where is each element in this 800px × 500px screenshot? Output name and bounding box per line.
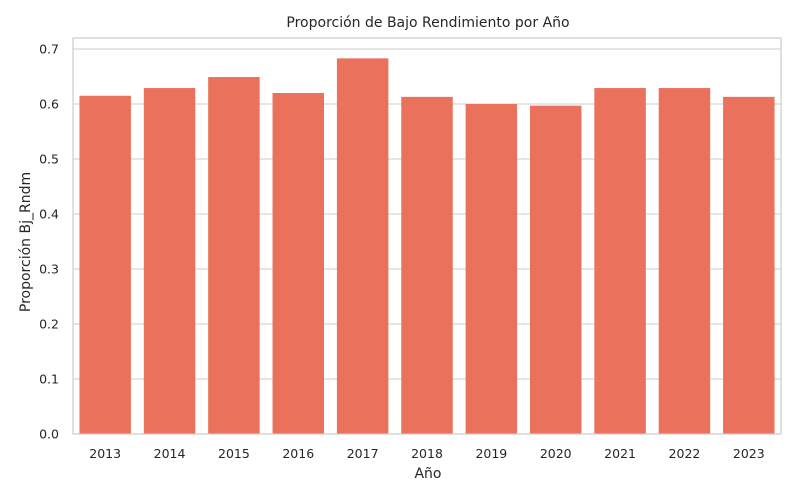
bar-2018 bbox=[401, 96, 453, 434]
bar-2014 bbox=[143, 88, 196, 435]
x-tick-label: 2020 bbox=[540, 446, 572, 461]
y-tick-label: 0.3 bbox=[39, 262, 59, 277]
plot-frame bbox=[72, 37, 782, 435]
x-tick-labels: 2013 2014 2015 2016 2017 2018 2019 2020 2021 2022… bbox=[89, 446, 764, 461]
bar-2020 bbox=[529, 105, 582, 435]
x-tick-label: 2017 bbox=[347, 446, 379, 461]
bar-2016 bbox=[272, 93, 325, 434]
x-tick-label: 2023 bbox=[733, 446, 765, 461]
y-tick-label: 0.7 bbox=[39, 42, 59, 57]
bar-2015 bbox=[208, 77, 260, 435]
x-tick-label: 2019 bbox=[475, 446, 507, 461]
y-axis-label: Proporción Bj_Rndm bbox=[18, 172, 34, 312]
bar-2021 bbox=[594, 88, 646, 435]
x-tick-label: 2014 bbox=[154, 446, 186, 461]
y-tick-label: 0.6 bbox=[39, 97, 59, 112]
x-tick-label: 2022 bbox=[669, 446, 701, 461]
bar-2017 bbox=[336, 58, 389, 434]
x-tick-label: 2018 bbox=[411, 446, 443, 461]
bar-2019 bbox=[465, 104, 518, 434]
x-tick-label: 2021 bbox=[604, 446, 636, 461]
x-tick-label: 2015 bbox=[218, 446, 250, 461]
bar-2022 bbox=[658, 88, 711, 435]
y-tick-label: 0.1 bbox=[39, 372, 59, 387]
x-axis-label: Año bbox=[414, 466, 441, 482]
bars-layer bbox=[79, 58, 775, 435]
chart-title: Proporción de Bajo Rendimiento por Año bbox=[286, 15, 569, 31]
bar-2023 bbox=[723, 96, 775, 434]
axes-frame bbox=[72, 37, 782, 435]
y-tick-label: 0.5 bbox=[39, 152, 59, 167]
y-tick-labels: 0.0 0.1 0.2 0.3 0.4 0.5 0.6 0.7 bbox=[39, 42, 59, 442]
x-tick-label: 2016 bbox=[282, 446, 314, 461]
y-tick-label: 0.4 bbox=[39, 207, 59, 222]
bar-2013 bbox=[79, 95, 131, 434]
y-tick-label: 0.2 bbox=[39, 317, 59, 332]
y-tick-label: 0.0 bbox=[39, 427, 59, 442]
x-tick-label: 2013 bbox=[89, 446, 121, 461]
